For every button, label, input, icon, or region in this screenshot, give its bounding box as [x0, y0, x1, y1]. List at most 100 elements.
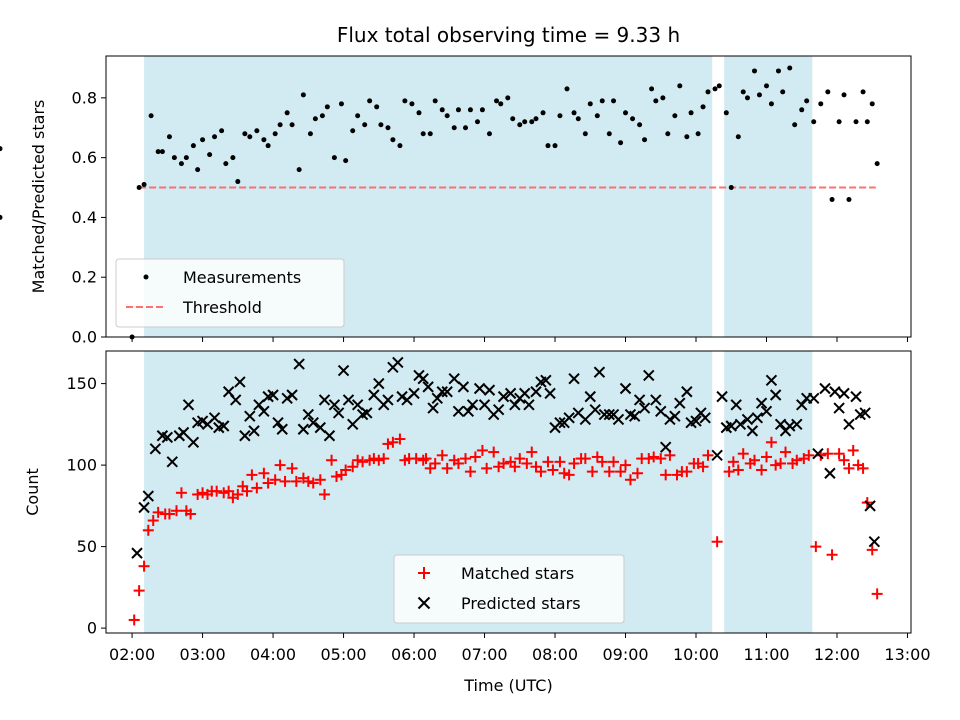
measurement-point [869, 101, 875, 107]
predicted-star-point [182, 399, 195, 411]
matched-star-point [185, 508, 197, 520]
matched-star-point [347, 461, 359, 473]
matched-star-point [563, 469, 575, 481]
predicted-star-point [408, 387, 420, 400]
x-tick-label: 04:00 [250, 645, 296, 664]
measurement-point [312, 116, 318, 122]
matched-star-point [382, 438, 394, 450]
measurement-point [763, 83, 769, 89]
measurement-point [582, 131, 588, 137]
measurement-point [141, 182, 147, 188]
measurement-point [159, 149, 165, 155]
measurement-point [474, 119, 480, 125]
predicted-star-point [755, 397, 768, 409]
predicted-star-point [177, 426, 190, 439]
matched-star-point [791, 454, 803, 466]
matched-star-point [258, 467, 270, 479]
predicted-star-point [342, 394, 355, 406]
matched-star-point [833, 448, 845, 460]
predicted-star-point [681, 386, 693, 398]
predicted-star-point [318, 394, 331, 406]
matched-star-point [866, 544, 878, 556]
y-tick-label: 0.0 [72, 328, 97, 347]
measurement-point [606, 131, 612, 137]
matched-star-point [749, 454, 761, 466]
matched-star-point [476, 444, 488, 456]
measurement-point [775, 68, 781, 74]
matched-star-point [780, 446, 792, 458]
predicted-star-point [347, 418, 359, 431]
measurement-point [637, 122, 643, 128]
predicted-star-point [417, 373, 429, 385]
predicted-star-point [868, 536, 881, 548]
measurement-point [178, 161, 184, 167]
measurement-point [155, 149, 161, 155]
matched-star-point [387, 436, 399, 448]
legend-matched-plus [418, 567, 430, 579]
predicted-star-point [196, 415, 209, 427]
legend-matched-marker [418, 567, 430, 579]
matched-star-point [319, 488, 331, 500]
measurement-point [818, 101, 824, 107]
measurement-point [599, 98, 605, 104]
measurement-point [183, 155, 189, 161]
measurement-point [752, 68, 758, 74]
measurement-point [829, 196, 835, 202]
measurement-point [623, 110, 629, 116]
predicted-star-point [833, 402, 845, 414]
predicted-star-point [628, 410, 641, 422]
matched-star-point [702, 449, 714, 461]
predicted-star-point [509, 399, 521, 411]
matched-star-point [723, 466, 735, 478]
bottom-axes-frame [105, 350, 912, 634]
matched-star-point [535, 466, 547, 478]
top-panel: 0.0 0.2 0.4 0.6 0.8 Flux total observing tim… [0, 23, 912, 347]
predicted-star-point [612, 413, 625, 426]
predicted-star-point [563, 412, 575, 424]
predicted-star-point [452, 405, 465, 418]
matched-star-point [643, 453, 655, 465]
matched-star-point [357, 456, 369, 468]
matched-star-point [326, 454, 338, 466]
matched-star-point [697, 461, 709, 473]
measurement-point [712, 86, 718, 92]
matched-star-point [530, 461, 542, 473]
matched-star-point [218, 487, 230, 499]
predicted-star-point [699, 412, 711, 424]
matched-star-point [279, 475, 291, 487]
measurement-point [374, 104, 380, 110]
matched-star-point [514, 453, 526, 465]
legend-threshold-label: Threshold [182, 298, 262, 317]
measurement-point [355, 113, 361, 119]
matched-star-point [591, 451, 603, 463]
predicted-star-point [664, 413, 676, 426]
bottom-y-axis-label: Count [23, 468, 42, 516]
matched-star-point [770, 459, 782, 471]
matched-star-point [302, 475, 314, 487]
x-tick-label: 11:00 [743, 645, 789, 664]
measurement-point [0, 214, 3, 220]
predicted-star-point [373, 377, 385, 390]
measurement-point [254, 128, 260, 134]
predicted-star-point [244, 410, 256, 422]
predicted-star-point [598, 408, 611, 421]
predicted-star-point [554, 417, 566, 429]
x-tick-label: 05:00 [320, 645, 366, 664]
predicted-star-point [808, 392, 820, 404]
matched-star-point [394, 433, 406, 445]
measurement-point [700, 104, 706, 110]
predicted-star-point [142, 490, 155, 502]
y-tick-label: 0 [87, 619, 97, 638]
matched-star-point [378, 453, 390, 465]
measurement-point [242, 131, 248, 137]
measurement-point [284, 110, 290, 116]
matched-star-point [175, 487, 187, 499]
bottom-x-ticks: 02:00 03:00 04:00 05:00 06:00 07:00 08:00 09:00… [109, 633, 931, 664]
y-tick-label: 100 [66, 456, 97, 475]
measurement-point [307, 131, 313, 137]
matched-star-point [290, 475, 302, 487]
predicted-star-point [351, 399, 364, 411]
measurement-point [296, 167, 302, 173]
matched-star-point [586, 466, 598, 478]
measurement-point [811, 119, 817, 125]
